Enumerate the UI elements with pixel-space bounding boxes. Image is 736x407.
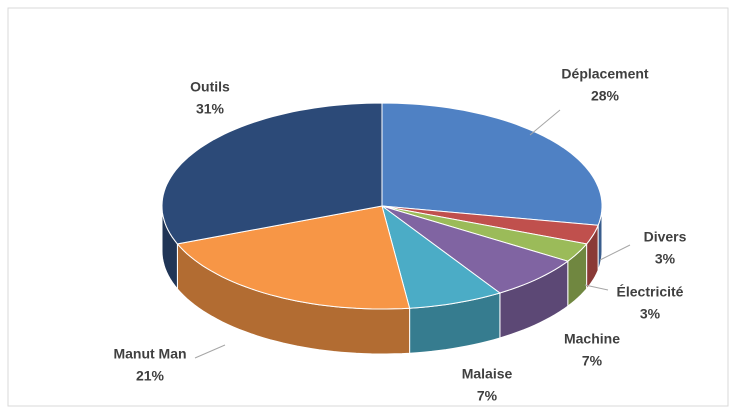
data-label-name: Outils <box>190 79 230 95</box>
slice <box>381 205 599 245</box>
data-label-value: 3% <box>640 306 661 322</box>
slice <box>381 205 569 294</box>
slice <box>381 102 603 226</box>
data-label-name: Divers <box>644 229 687 245</box>
data-label-value: 7% <box>477 388 498 404</box>
data-label-value: 28% <box>591 88 620 104</box>
leader-line <box>194 344 226 359</box>
data-label-name: Électricité <box>617 284 684 300</box>
slice <box>176 205 411 310</box>
slice <box>381 204 502 309</box>
data-label-value: 3% <box>655 251 676 267</box>
data-label-value: 21% <box>136 368 165 384</box>
data-label-value: 31% <box>196 101 225 117</box>
data-label-name: Malaise <box>462 366 513 382</box>
leader-line <box>529 109 561 136</box>
data-label-name: Machine <box>564 331 620 347</box>
slice <box>381 205 588 262</box>
leader-line <box>584 284 609 291</box>
slice <box>161 102 383 245</box>
leader-line <box>599 244 631 261</box>
data-label-value: 7% <box>582 353 603 369</box>
data-label-name: Déplacement <box>561 66 648 82</box>
data-label-name: Manut Man <box>113 346 186 362</box>
